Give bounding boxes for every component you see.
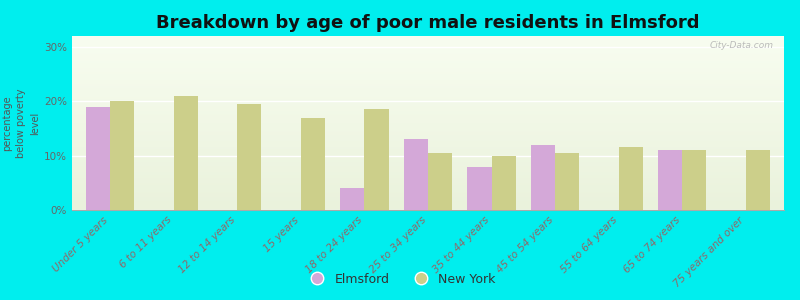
Bar [238,104,262,210]
Bar [301,118,325,210]
Bar [174,96,198,210]
Title: Breakdown by age of poor male residents in Elmsford: Breakdown by age of poor male residents … [156,14,700,32]
Bar [491,156,516,210]
Bar [428,153,452,210]
Bar [555,153,579,210]
Bar [658,150,682,210]
Bar [404,139,428,210]
Bar [682,150,706,210]
Bar [467,167,491,210]
Y-axis label: percentage
below poverty
level: percentage below poverty level [2,88,40,158]
Bar [365,110,389,210]
Bar [86,107,110,210]
Bar [746,150,770,210]
Text: City-Data.com: City-Data.com [710,41,774,50]
Bar [618,148,643,210]
Bar [110,101,134,210]
Bar [340,188,365,210]
Bar [531,145,555,210]
Legend: Elmsford, New York: Elmsford, New York [299,268,501,291]
